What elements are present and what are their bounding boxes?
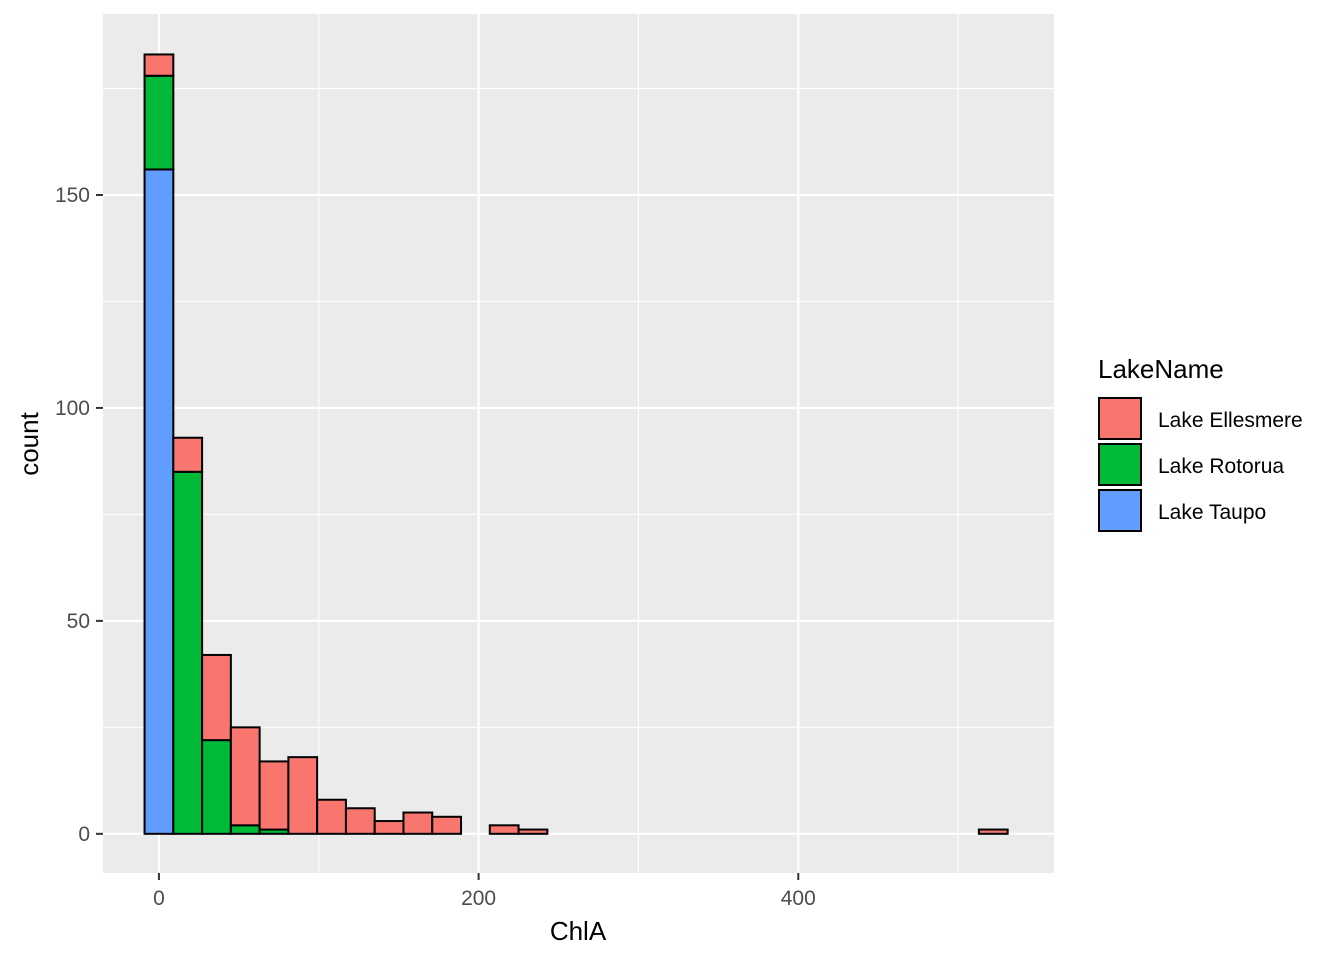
- x-tick-label: 400: [781, 887, 816, 910]
- y-tick-label: 150: [55, 184, 90, 207]
- bar-lake-taupo: [143, 168, 175, 835]
- bar-lake-ellesmere: [316, 798, 347, 835]
- legend-key-lake-taupo: [1098, 489, 1142, 532]
- bar-lake-ellesmere: [488, 824, 520, 835]
- legend-label: Lake Ellesmere: [1158, 409, 1303, 432]
- y-axis: 0 50 100 150: [55, 184, 103, 846]
- bar-lake-ellesmere: [977, 828, 1009, 835]
- bar-lake-rotorua: [201, 739, 232, 835]
- minor-grid: [103, 14, 1054, 873]
- bar-lake-ellesmere: [402, 811, 434, 835]
- bar-lake-ellesmere: [143, 53, 175, 77]
- x-tick-label: 0: [153, 887, 165, 910]
- bar-lake-ellesmere: [431, 815, 463, 835]
- bar-lake-rotorua: [143, 74, 175, 171]
- bar-lake-ellesmere: [258, 760, 290, 831]
- x-tick-label: 200: [461, 887, 496, 910]
- bar-lake-ellesmere: [373, 820, 405, 835]
- bar-lake-ellesmere: [344, 807, 376, 835]
- bar-lake-ellesmere: [201, 653, 232, 742]
- legend-key-lake-rotorua: [1098, 443, 1142, 486]
- x-axis: 0 200 400: [153, 873, 816, 910]
- legend-label: Lake Taupo: [1158, 501, 1266, 524]
- y-axis-title: count: [14, 411, 44, 475]
- y-tick-label: 100: [55, 397, 90, 420]
- bar-lake-rotorua: [172, 470, 204, 835]
- legend: LakeName Lake Ellesmere Lake Rotorua Lake …: [1098, 354, 1303, 532]
- y-tick-label: 0: [78, 823, 90, 846]
- bar-lake-ellesmere: [517, 828, 549, 835]
- y-tick-label: 50: [67, 610, 90, 633]
- legend-key-lake-ellesmere: [1098, 397, 1142, 440]
- bars: [143, 53, 1009, 835]
- bar-lake-rotorua: [229, 824, 261, 835]
- bar-lake-ellesmere: [172, 436, 204, 473]
- x-axis-title: ChlA: [550, 916, 607, 946]
- bar-lake-ellesmere: [287, 756, 319, 835]
- legend-title: LakeName: [1098, 354, 1224, 384]
- plot-panel: [103, 14, 1054, 873]
- bar-lake-ellesmere: [229, 726, 261, 827]
- legend-label: Lake Rotorua: [1158, 455, 1284, 478]
